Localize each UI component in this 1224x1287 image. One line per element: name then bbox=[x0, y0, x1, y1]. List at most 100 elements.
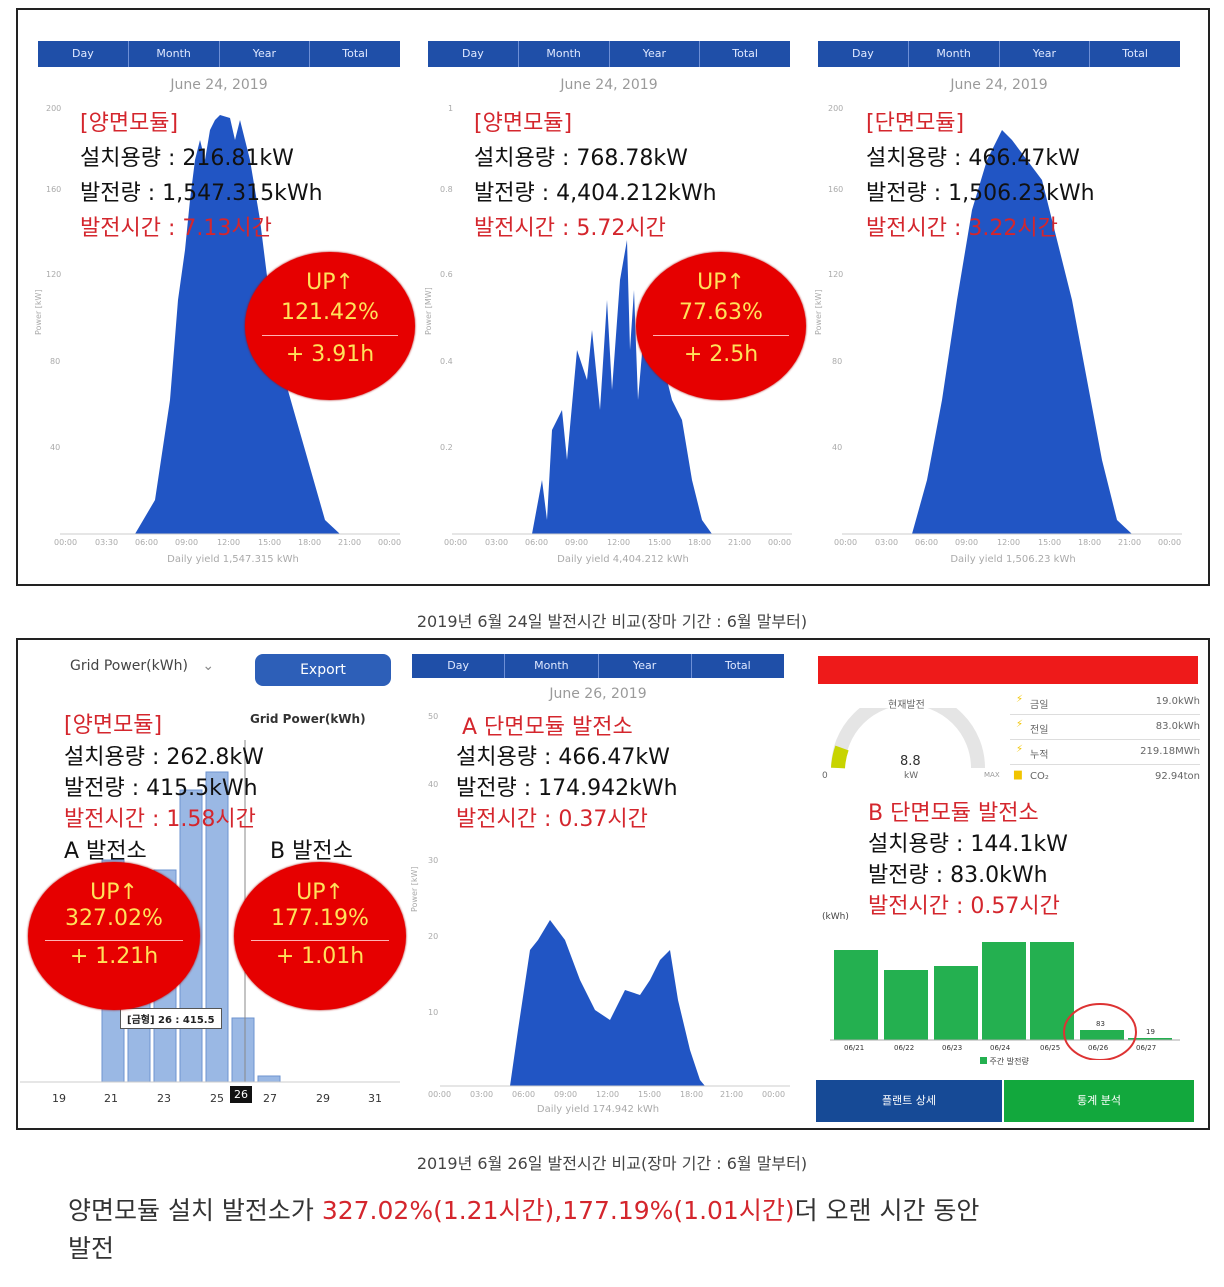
y-tick: 30 bbox=[428, 856, 439, 865]
bar bbox=[257, 1075, 281, 1083]
unit-label: (kWh) bbox=[822, 912, 849, 922]
bar bbox=[934, 966, 978, 1040]
bar-value-label: 83 bbox=[1096, 1020, 1105, 1028]
tab-month[interactable]: Month bbox=[908, 41, 1000, 67]
increase-percent: 121.42% bbox=[281, 300, 379, 325]
x-tick: 09:00 bbox=[565, 538, 589, 547]
gauge-max: MAX bbox=[984, 771, 1000, 779]
capacity-label: 설치용량 : 144.1kW bbox=[868, 832, 1068, 857]
legend-label: 주간 발전량 bbox=[989, 1057, 1029, 1066]
x-tick: 21 bbox=[104, 1092, 118, 1105]
y-tick: 0.8 bbox=[440, 185, 453, 194]
dropdown-label: Grid Power(kWh) bbox=[70, 658, 188, 674]
x-tick: 09:00 bbox=[175, 538, 199, 547]
tab-year[interactable]: Year bbox=[609, 41, 701, 67]
x-tick: 00:00 bbox=[768, 538, 792, 547]
tab-year[interactable]: Year bbox=[219, 41, 311, 67]
tab-day[interactable]: Day bbox=[412, 654, 506, 678]
bar-value-label: 19 bbox=[1146, 1028, 1155, 1036]
module-type-label: A 단면모듈 발전소 bbox=[462, 715, 633, 740]
tab-month[interactable]: Month bbox=[128, 41, 220, 67]
tab-total[interactable]: Total bbox=[700, 41, 790, 67]
x-tick: 21:00 bbox=[1118, 538, 1142, 547]
x-tick: 06/25 bbox=[1040, 1044, 1061, 1052]
x-tick: 03:00 bbox=[470, 1090, 494, 1099]
co2-icon: ▆ bbox=[1014, 769, 1022, 780]
x-tick: 19 bbox=[52, 1092, 66, 1105]
x-tick: 18:00 bbox=[680, 1090, 704, 1099]
tab-total[interactable]: Total bbox=[1090, 41, 1180, 67]
tab-day[interactable]: Day bbox=[818, 41, 909, 67]
x-tick: 31 bbox=[368, 1092, 382, 1105]
chevron-down-icon: ⌄ bbox=[202, 658, 215, 674]
bar bbox=[231, 1017, 255, 1083]
x-tick: 00:00 bbox=[378, 538, 402, 547]
y-tick: 10 bbox=[428, 1008, 439, 1017]
generation-label: 발전량 : 1,506.23kWh bbox=[866, 181, 1095, 206]
tab-day[interactable]: Day bbox=[38, 41, 129, 67]
chart-legend: 주간 발전량 bbox=[980, 1056, 1029, 1067]
y-tick: 80 bbox=[832, 357, 843, 366]
increase-percent: 177.19% bbox=[271, 906, 369, 931]
stat-label: 금일 bbox=[1030, 700, 1049, 711]
x-tick: 03:00 bbox=[485, 538, 509, 547]
x-tick: 03:00 bbox=[875, 538, 899, 547]
stat-row: ⚡ 전일 83.0kWh bbox=[1010, 715, 1200, 740]
daily-yield: Daily yield 4,404.212 kWh bbox=[557, 554, 689, 565]
bar bbox=[1080, 1030, 1124, 1040]
x-tick: 21:00 bbox=[728, 538, 752, 547]
x-tick: 06:00 bbox=[512, 1090, 536, 1099]
plant-b-label: B 발전소 bbox=[270, 839, 353, 864]
plant-detail-button[interactable]: 플랜트 상세 bbox=[816, 1080, 1002, 1122]
hours-label: 발전시간 : 1.58시간 bbox=[64, 807, 256, 832]
tab-total[interactable]: Total bbox=[691, 654, 784, 678]
tabbar-4: Day Month Year Total bbox=[412, 654, 784, 678]
chart-date: June 24, 2019 bbox=[170, 77, 268, 93]
tab-year[interactable]: Year bbox=[598, 654, 692, 678]
stats-analysis-button[interactable]: 통계 분석 bbox=[1004, 1080, 1194, 1122]
x-tick: 12:00 bbox=[607, 538, 631, 547]
y-axis-title: Power [kW] bbox=[34, 289, 43, 335]
x-tick: 15:00 bbox=[638, 1090, 662, 1099]
area-chart-2 bbox=[452, 240, 792, 535]
hours-label: 발전시간 : 7.13시간 bbox=[80, 216, 272, 241]
module-type-label: B 단면모듈 발전소 bbox=[868, 801, 1039, 826]
grid-power-dropdown[interactable]: Grid Power(kWh) ⌄ bbox=[70, 658, 214, 674]
x-tick: 06/21 bbox=[844, 1044, 865, 1052]
hours-label: 발전시간 : 5.72시간 bbox=[474, 216, 666, 241]
y-tick: 40 bbox=[832, 443, 843, 452]
area-chart-3 bbox=[842, 130, 1182, 535]
y-axis-title: Power [kW] bbox=[814, 289, 823, 335]
increase-badge-b: UP↑ 177.19% + 1.01h bbox=[234, 862, 406, 1010]
x-tick: 00:00 bbox=[762, 1090, 786, 1099]
x-tick: 12:00 bbox=[997, 538, 1021, 547]
tabbar-1: Day Month Year Total bbox=[38, 41, 400, 67]
module-type-label: [양면모듈] bbox=[80, 111, 179, 136]
x-tick: 18:00 bbox=[298, 538, 322, 547]
area-series bbox=[912, 130, 1132, 534]
tab-total[interactable]: Total bbox=[310, 41, 400, 67]
tab-day[interactable]: Day bbox=[428, 41, 519, 67]
lightning-icon: ⚡ bbox=[1016, 694, 1024, 705]
x-tick: 06:00 bbox=[915, 538, 939, 547]
x-tick: 00:00 bbox=[444, 538, 468, 547]
up-arrow-text: UP↑ bbox=[697, 270, 745, 295]
y-tick: 0.6 bbox=[440, 270, 453, 279]
tab-year[interactable]: Year bbox=[999, 41, 1091, 67]
x-tick: 29 bbox=[316, 1092, 330, 1105]
generation-label: 발전량 : 4,404.212kWh bbox=[474, 181, 717, 206]
tab-month[interactable]: Month bbox=[505, 654, 599, 678]
tooltip: [금형] 26 : 415.5 bbox=[120, 1008, 222, 1029]
export-button[interactable]: Export bbox=[255, 654, 391, 686]
y-tick: 50 bbox=[428, 712, 439, 721]
up-arrow-text: UP↑ bbox=[306, 270, 354, 295]
daily-yield: Daily yield 1,547.315 kWh bbox=[167, 554, 299, 565]
x-tick: 06:00 bbox=[525, 538, 549, 547]
y-tick: 120 bbox=[828, 270, 844, 279]
tab-month[interactable]: Month bbox=[518, 41, 610, 67]
bar bbox=[884, 970, 928, 1040]
x-tick: 15:00 bbox=[258, 538, 282, 547]
area-chart-4 bbox=[440, 920, 790, 1087]
x-tick: 18:00 bbox=[1078, 538, 1102, 547]
tabbar-3: Day Month Year Total bbox=[818, 41, 1180, 67]
